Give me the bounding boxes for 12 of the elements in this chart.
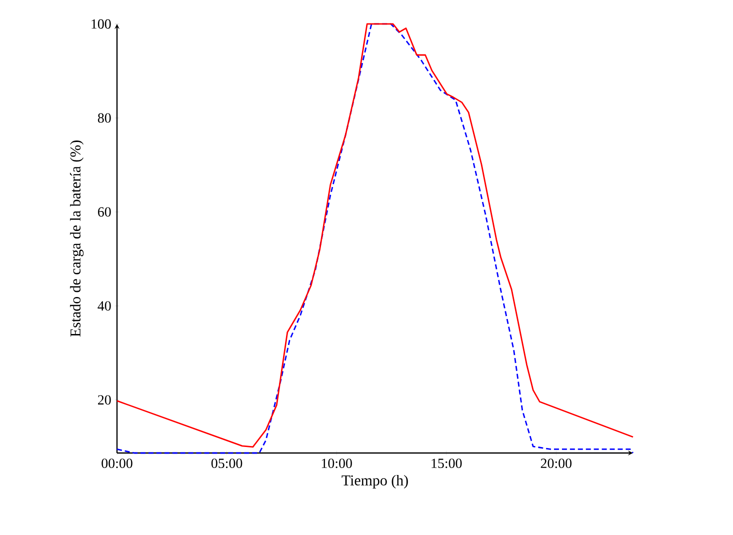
x-tick-label: 20:00 (540, 458, 572, 468)
y-tick-label: 60 (98, 207, 111, 217)
x-tick-label: 15:00 (432, 458, 462, 468)
x-axis-title: Tiempo (h) (342, 474, 408, 489)
x-tick-label: 05:00 (211, 458, 242, 468)
x-tick-label: 10:00 (322, 458, 352, 468)
y-tick-label: 80 (98, 113, 111, 123)
y-axis-title: Estado de carga de la batería (%) (70, 140, 84, 337)
y-tick-label: 100 (92, 19, 111, 29)
y-tick-label: 40 (98, 301, 111, 311)
y-tick-label: 20 (98, 395, 111, 405)
x-tick-label: 00:00 (102, 458, 132, 468)
